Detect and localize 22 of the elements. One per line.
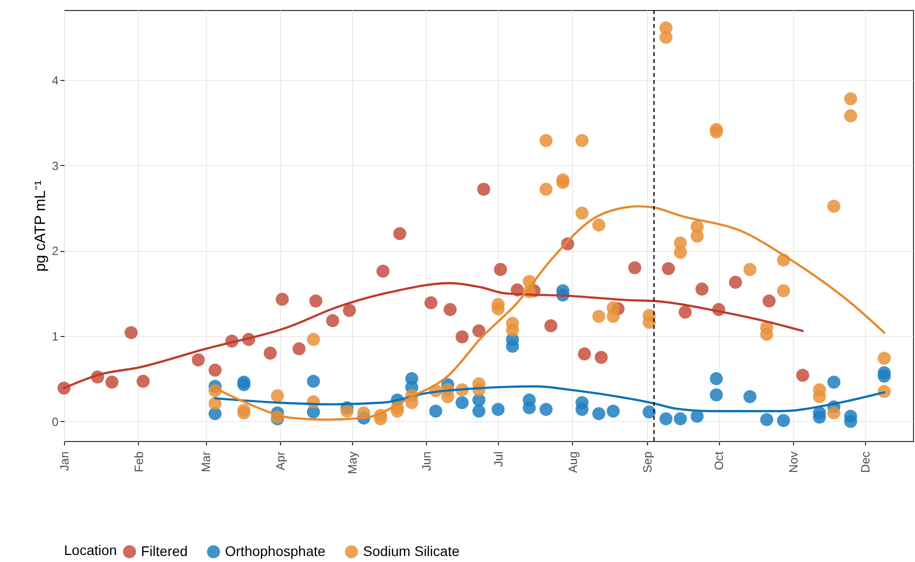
x-tick-label: Oct <box>712 450 726 470</box>
x-tick-label: Jun <box>420 452 434 471</box>
legend-label: Orthophosphate <box>225 542 326 559</box>
y-tick-label: 0 <box>52 414 59 429</box>
x-tick-label: Jan <box>58 452 72 471</box>
x-tick-label: Mar <box>199 452 213 472</box>
legend-label: Sodium Silicate <box>363 542 460 559</box>
y-tick-label: 1 <box>52 330 59 344</box>
y-tick-label: 3 <box>52 158 59 173</box>
x-tick-label: Nov <box>786 452 801 473</box>
x-tick-label: Aug <box>566 452 580 473</box>
y-axis-title: pg cATP mL⁻¹ <box>32 180 49 272</box>
x-tick-label: May <box>345 452 360 474</box>
x-tick-label: Sep <box>640 451 654 473</box>
x-tick-label: Jul <box>492 452 506 467</box>
x-tick-label: Apr <box>273 452 288 470</box>
x-tick-label: Feb <box>132 451 146 472</box>
x-tick-label: Dec <box>858 452 873 473</box>
y-tick-label: 2 <box>52 244 59 258</box>
legend-title: Location <box>64 542 117 558</box>
y-tick-label: 4 <box>52 73 59 88</box>
legend-label: Filtered <box>141 542 188 559</box>
